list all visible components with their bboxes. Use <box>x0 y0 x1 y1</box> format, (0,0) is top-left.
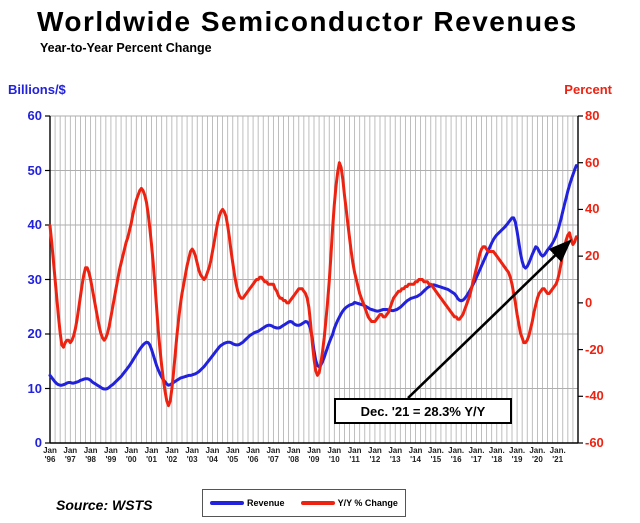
x-axis-tick-label: Jan '96 <box>43 446 57 464</box>
x-axis-tick-label: Jan '05 <box>225 446 240 464</box>
right-axis-tick-label: -20 <box>585 341 604 357</box>
callout-arrow <box>407 239 572 399</box>
left-axis-tick-label: 0 <box>34 435 42 450</box>
right-axis-tick-label: 80 <box>585 108 600 123</box>
source-credit: Source: WSTS <box>56 497 153 513</box>
left-axis-tick-label: 50 <box>27 162 42 178</box>
right-axis-tick-label: -40 <box>585 388 604 404</box>
x-axis-tick-label: Jan. '20 <box>529 446 546 464</box>
legend-item-yy-change: Y/Y % Change <box>300 498 398 508</box>
revenue-line-swatch <box>210 501 245 505</box>
x-axis-tick-label: Jan. '21 <box>549 446 566 464</box>
left-axis-tick-label: 40 <box>27 217 42 232</box>
left-axis-title: Billions/$ <box>8 82 66 97</box>
x-axis-tick-label: Jan '09 <box>307 446 321 464</box>
chart-title: Worldwide Semiconductor Revenues <box>37 6 578 37</box>
x-axis-tick-label: Jan. '17 <box>468 446 485 464</box>
right-axis-title: Percent <box>564 82 612 97</box>
data-callout-box: Dec. '21 = 28.3% Y/Y <box>334 398 512 424</box>
x-axis-tick-label: Jan '01 <box>144 446 159 464</box>
left-axis-tick-label: 10 <box>27 380 42 396</box>
right-axis-tick-label: 60 <box>585 154 600 170</box>
x-axis-tick-label: Jan '12 <box>368 446 382 464</box>
x-axis-tick-label: Jan '04 <box>205 446 220 464</box>
x-axis-tick-label: Jan. '19 <box>509 446 526 464</box>
x-axis-tick-label: Jan '98 <box>83 446 98 464</box>
chart-subtitle: Year-to-Year Percent Change <box>40 41 212 55</box>
right-axis-tick-label: 20 <box>585 248 600 264</box>
x-axis-tick-label: Jan '97 <box>63 446 78 464</box>
x-axis-tick-label: Jan. '15 <box>427 446 444 464</box>
x-axis-tick-label: Jan '00 <box>124 446 139 464</box>
left-axis-tick-label: 30 <box>27 271 42 287</box>
x-axis-tick-label: Jan '03 <box>185 446 200 464</box>
x-axis-tick-label: Jan. '18 <box>488 446 505 464</box>
legend-item-revenue: Revenue <box>210 498 285 508</box>
left-axis-tick-label: 60 <box>27 108 42 123</box>
x-axis-tick-label: Jan '10 <box>327 446 342 464</box>
x-axis-tick-label: Jan '11 <box>347 446 362 464</box>
legend-label-yy-change: Y/Y % Change <box>337 498 398 508</box>
legend-box: Revenue Y/Y % Change <box>202 489 406 517</box>
x-axis-tick-label: Jan '99 <box>104 446 118 464</box>
x-axis-tick-label: Jan. '16 <box>448 446 465 464</box>
legend-label-revenue: Revenue <box>247 498 285 508</box>
yy-change-line-swatch <box>300 501 335 505</box>
x-axis-tick-label: Jan '02 <box>164 446 179 464</box>
x-axis-tick-label: Jan '07 <box>266 446 281 464</box>
right-axis-tick-label: 40 <box>585 201 600 217</box>
yy-change-line <box>48 161 578 408</box>
x-axis-tick-label: Jan '14 <box>408 446 423 464</box>
right-axis-tick-label: 0 <box>585 294 593 310</box>
x-axis-tick-label: Jan '08 <box>286 446 301 464</box>
right-axis-tick-label: -60 <box>585 435 604 450</box>
left-axis-tick-label: 20 <box>27 326 42 341</box>
x-axis-tick-label: Jan '13 <box>388 446 403 464</box>
x-axis-tick-label: Jan '06 <box>246 446 260 464</box>
